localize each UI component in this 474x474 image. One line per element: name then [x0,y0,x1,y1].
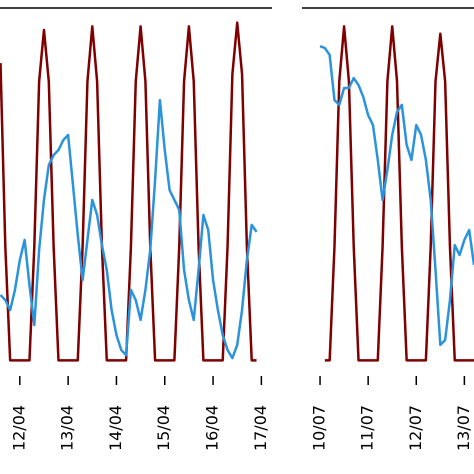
x-tick-label: 11/07 [358,405,377,451]
x-tick-label: 15/04 [154,405,173,451]
line [0,21,257,362]
x-tick-label: 17/04 [251,405,270,451]
x-tick-label: 12/04 [9,405,28,451]
x-tick-label: 12/07 [406,405,425,451]
x-tick-label: 14/04 [106,405,125,451]
x-tick-label: 10/07 [310,405,329,451]
line [319,45,474,347]
x-tick-label: 13/04 [58,405,77,451]
x-tick-label: 16/04 [203,405,222,451]
line [0,98,258,360]
x-tick-label: 13/07 [454,405,473,451]
line [324,25,474,362]
